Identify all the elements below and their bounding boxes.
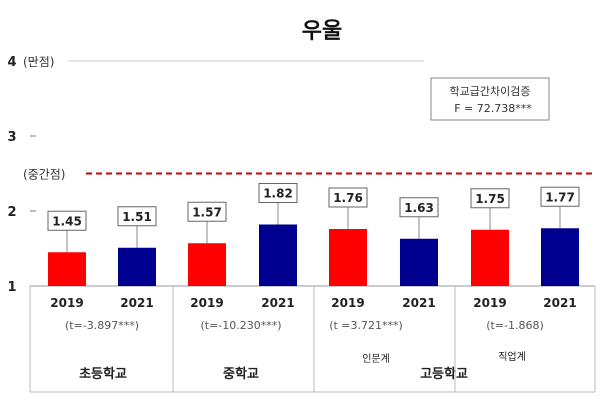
subgroup-label: 직업계: [498, 350, 526, 363]
reference-line-label: (중간점): [23, 168, 65, 182]
data-label: 1.63: [404, 201, 434, 215]
data-label-box: [47, 210, 87, 231]
x-tick-label: 2019: [190, 296, 223, 310]
group-label: 중학교: [223, 366, 259, 382]
data-label: 1.76: [333, 191, 363, 205]
data-label-box: [540, 186, 580, 207]
y-tick-label: 4: [7, 55, 16, 70]
x-tick-label: 2021: [402, 296, 435, 310]
data-label: 1.77: [545, 190, 575, 204]
y-tick-label: 3: [7, 130, 16, 145]
x-tick-label: 2019: [50, 296, 83, 310]
stat-box: 학교급간차이검증 F = 72.738***: [430, 77, 550, 121]
y-tick-label: 1: [7, 280, 16, 295]
bar: [48, 252, 86, 286]
x-tick-label: 2021: [261, 296, 294, 310]
data-label-box: [187, 201, 227, 222]
data-label-box: [470, 188, 510, 209]
stat-box-title: 학교급간차이검증: [450, 85, 531, 98]
bar: [400, 238, 438, 286]
bar: [259, 224, 297, 286]
data-label: 1.82: [263, 187, 293, 201]
t-test-label: (t=-1.868): [486, 319, 544, 332]
bar: [188, 243, 226, 286]
x-tick-label: 2019: [331, 296, 364, 310]
data-label: 1.45: [52, 214, 82, 228]
data-label: 1.51: [122, 210, 152, 224]
stat-box-f-value: F = 72.738***: [454, 102, 532, 115]
bar: [471, 229, 509, 286]
subgroup-label: 인문계: [362, 353, 390, 365]
t-test-label: (t =3.721***): [329, 319, 403, 332]
y-tick-label: 2: [7, 205, 16, 220]
x-tick-label: 2021: [120, 296, 153, 310]
data-label: 1.57: [192, 205, 222, 219]
t-test-label: (t=-3.897***): [65, 319, 139, 332]
bar: [329, 229, 367, 286]
y-max-annotation: (만점): [23, 55, 54, 69]
data-label-box: [328, 187, 368, 208]
bar: [541, 228, 579, 286]
x-tick-label: 2019: [473, 296, 506, 310]
t-test-label: (t=-10.230***): [200, 319, 281, 332]
x-tick-label: 2021: [543, 296, 576, 310]
data-label-box: [399, 197, 439, 218]
data-label-box: [117, 206, 157, 227]
chart-title: 우울: [302, 19, 342, 44]
group-label: 초등학교: [79, 366, 127, 382]
data-label-box: [258, 183, 298, 203]
bar: [118, 247, 156, 286]
group-label: 고등학교: [420, 366, 468, 382]
data-label: 1.75: [475, 192, 505, 206]
